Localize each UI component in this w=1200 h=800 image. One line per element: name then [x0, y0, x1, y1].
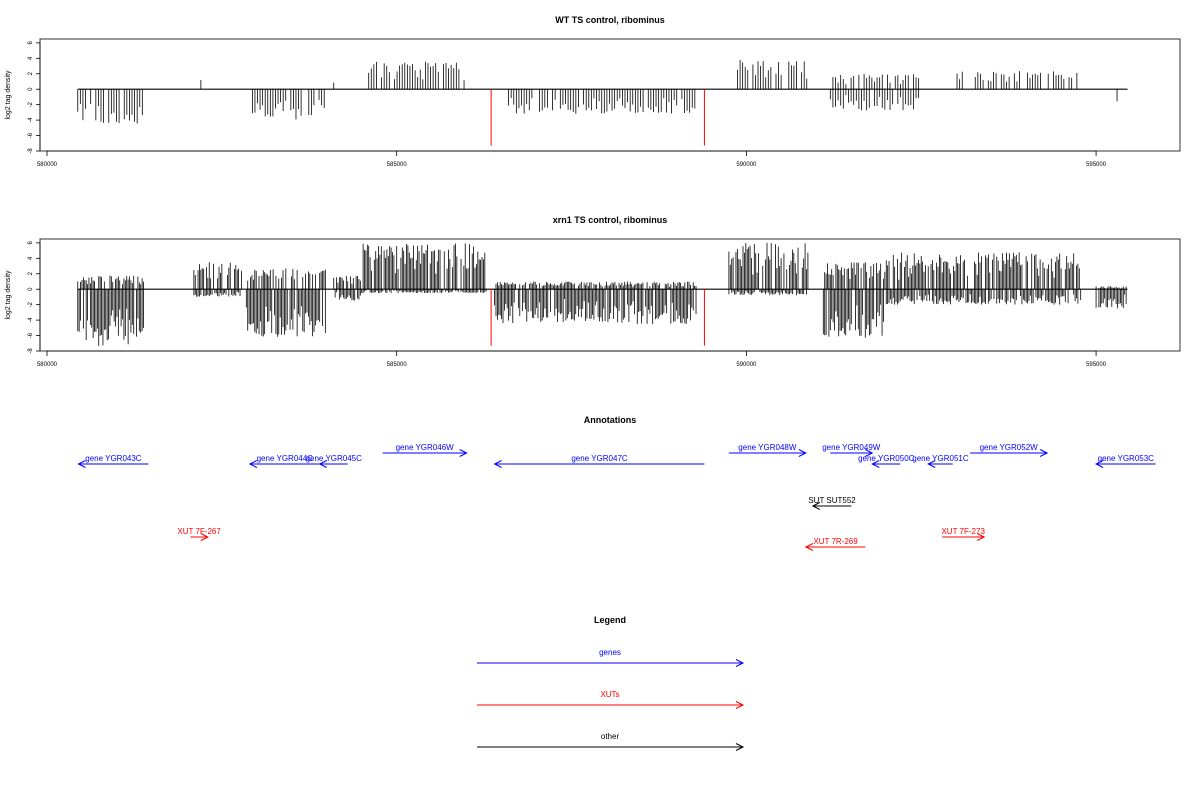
legend: Legend genes XUTs other — [477, 615, 745, 751]
feature-arrow-head — [248, 460, 258, 468]
legend-item-xut: XUTs — [477, 690, 745, 709]
y-tick-label: -4 — [28, 317, 34, 323]
feature-label: gene YGR050C — [858, 454, 915, 463]
wt-axes: -8 -6 -4 -2 0 2 4 6 580000 585000 590000 595000 — [28, 41, 1107, 168]
legend-label: other — [601, 732, 620, 741]
feature-label: gene YGR048W — [738, 443, 797, 452]
feature-label: gene YGR043C — [85, 454, 142, 463]
y-tick-label: -2 — [28, 101, 34, 107]
feature-arrow-head — [318, 460, 327, 468]
legend-items: genes XUTs other — [477, 648, 745, 751]
xrn1-axes: -8 -6 -4 -2 0 2 4 6 580000 585000 590000 595000 — [28, 241, 1107, 368]
feature-label: gene YGR053C — [1098, 454, 1155, 463]
wt-plot-frame — [39, 38, 1181, 152]
y-tick-label: -6 — [28, 332, 34, 338]
legend-arrow-head — [735, 743, 745, 751]
x-tick-label: 585000 — [387, 362, 408, 368]
feature-arrow-head — [871, 460, 880, 468]
y-tick-label: 0 — [28, 287, 34, 291]
feature-gene: gene YGR049W — [822, 443, 881, 457]
x-tick-label: 580000 — [37, 162, 58, 168]
y-tick-label: 4 — [28, 56, 34, 60]
feature-label: XUT 7F-267 — [177, 527, 221, 536]
x-tick-label: 595000 — [1086, 362, 1107, 368]
feature-arrow-head — [865, 449, 874, 457]
feature-gene: gene YGR048W — [728, 443, 807, 457]
y-tick-label: 2 — [28, 271, 34, 275]
y-tick-label: 6 — [28, 41, 34, 45]
feature-label: gene YGR045C — [306, 454, 363, 463]
x-tick-label: 580000 — [37, 362, 58, 368]
x-tick-label: 590000 — [736, 162, 757, 168]
feature-other: SUT SUT552 — [808, 496, 856, 510]
feature-arrow-head — [1094, 460, 1104, 468]
x-tick-label: 590000 — [736, 362, 757, 368]
feature-arrow-head — [927, 460, 936, 468]
feature-arrow-head — [459, 449, 468, 457]
feature-gene: gene YGR046W — [382, 443, 468, 457]
xrn1-density-bars — [77, 242, 1128, 346]
y-tick-label: -6 — [28, 132, 34, 138]
feature-gene: gene YGR045C — [306, 454, 363, 468]
feature-gene: gene YGR052W — [970, 443, 1049, 457]
y-tick-label: -2 — [28, 301, 34, 307]
feature-gene: gene YGR051C — [912, 454, 969, 468]
y-tick-label: 6 — [28, 241, 34, 245]
y-tick-label: 2 — [28, 71, 34, 75]
feature-arrow-head — [1039, 449, 1049, 457]
legend-arrow-head — [735, 701, 745, 709]
feature-label: gene YGR046W — [396, 443, 455, 452]
x-tick-label: 585000 — [387, 162, 408, 168]
y-tick-label: -4 — [28, 117, 34, 123]
annotations-title: Annotations — [584, 415, 637, 425]
feature-gene: gene YGR053C — [1094, 454, 1156, 468]
annotations-track: Annotations gene YGR043C gene YGR044Cgene… — [77, 415, 1156, 551]
legend-item-other: other — [477, 732, 745, 751]
feature-label: gene YGR051C — [912, 454, 969, 463]
xrn1-density-panel: xrn1 TS control, ribominus log2 tag dens… — [5, 215, 1181, 368]
wt-density-bars — [77, 60, 1128, 146]
legend-item-gene: genes — [477, 648, 745, 667]
xrn1-panel-title: xrn1 TS control, ribominus — [553, 215, 668, 225]
feature-label: SUT SUT552 — [808, 496, 856, 505]
feature-arrow-head — [493, 460, 502, 468]
feature-xut: XUT 7F-267 — [177, 527, 221, 541]
feature-label: gene YGR052W — [980, 443, 1039, 452]
feature-label: gene YGR049W — [822, 443, 881, 452]
feature-label: XUT 7R-269 — [813, 537, 858, 546]
feature-arrow-head — [804, 543, 814, 551]
legend-label: genes — [599, 648, 621, 657]
feature-gene: gene YGR050C — [858, 454, 915, 468]
xrn1-y-axis-label: log2 tag density — [5, 270, 12, 320]
feature-label: gene YGR044C — [257, 454, 314, 463]
feature-label: XUT 7F-273 — [941, 527, 985, 536]
feature-gene: gene YGR047C — [493, 454, 705, 468]
y-tick-label: 4 — [28, 256, 34, 260]
feature-label: gene YGR047C — [571, 454, 628, 463]
feature-arrow-head — [811, 502, 821, 510]
feature-gene: gene YGR044C — [248, 454, 320, 468]
feature-xut: XUT 7F-273 — [941, 527, 985, 541]
y-tick-label: -8 — [28, 348, 34, 354]
legend-label: XUTs — [600, 690, 619, 699]
feature-arrow-head — [200, 533, 209, 541]
legend-title: Legend — [594, 615, 626, 625]
legend-arrow-head — [735, 659, 745, 667]
wt-y-axis-label: log2 tag density — [5, 70, 12, 120]
feature-arrow-head — [77, 460, 86, 468]
feature-gene: gene YGR043C — [77, 454, 149, 468]
wt-density-panel: WT TS control, ribominus log2 tag densit… — [5, 15, 1181, 168]
feature-xut: XUT 7R-269 — [804, 537, 866, 551]
x-tick-label: 595000 — [1086, 162, 1107, 168]
feature-arrow-head — [976, 533, 986, 541]
y-tick-label: -8 — [28, 148, 34, 154]
feature-arrow-head — [798, 449, 807, 457]
wt-panel-title: WT TS control, ribominus — [555, 15, 665, 25]
y-tick-label: 0 — [28, 87, 34, 91]
